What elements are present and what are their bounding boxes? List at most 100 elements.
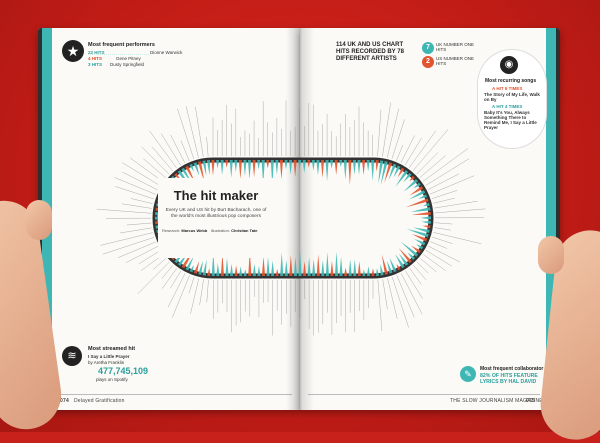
photo-scene: ★ Most frequent performers 22 HITS Dionn…: [0, 0, 600, 432]
song-line: [434, 201, 477, 208]
song-line: [409, 268, 421, 284]
song-line: [168, 273, 185, 307]
song-line: [434, 228, 451, 231]
hit-spike: [252, 160, 255, 177]
hit-spike: [358, 261, 361, 276]
hit-spike: [410, 207, 430, 212]
hit-spike: [404, 179, 418, 192]
right-thumb: [538, 236, 564, 274]
hit-spike: [257, 266, 260, 276]
song-line: [417, 152, 438, 174]
hit-spike: [412, 212, 431, 215]
hit-spike: [362, 160, 365, 175]
illustration-name: Christian Tate: [231, 228, 257, 233]
hit-spike: [423, 225, 431, 228]
research-label: Research:: [162, 228, 180, 233]
hit-spike: [285, 260, 288, 276]
hit-spike: [420, 216, 431, 219]
hit-spike: [248, 160, 251, 179]
hit-spike: [276, 269, 279, 276]
hit-spike: [326, 252, 329, 276]
hit-spike: [253, 264, 256, 276]
hit-spike: [266, 257, 269, 276]
song-line: [161, 134, 180, 166]
hit-spike: [207, 268, 210, 276]
hit-spike: [367, 266, 370, 276]
hit-spike: [307, 160, 310, 168]
song-line: [120, 228, 152, 233]
hit-spike: [325, 160, 328, 181]
hit-spike: [289, 160, 292, 175]
infographic-title: The hit maker: [158, 188, 274, 203]
hit-spike: [266, 160, 269, 168]
research-name: Marcus Webb: [181, 228, 207, 233]
hit-spike: [321, 160, 324, 178]
hit-spike: [308, 257, 311, 276]
hit-spike: [294, 257, 297, 276]
hit-spike: [344, 160, 347, 180]
hit-spike: [376, 268, 379, 276]
hit-spike: [312, 259, 315, 276]
infographic-subtitle: Every UK and US hit by Burt Bacharach, o…: [164, 208, 268, 220]
hit-spike: [367, 160, 370, 171]
hit-spike: [349, 259, 352, 276]
hit-spike: [275, 160, 278, 174]
song-line: [423, 254, 446, 270]
hit-spike: [225, 258, 228, 276]
hit-spike: [376, 160, 379, 171]
song-line: [378, 110, 381, 157]
hit-spike: [330, 261, 333, 276]
hit-spike: [262, 256, 265, 276]
song-line: [396, 145, 402, 161]
hit-spike: [289, 255, 292, 276]
song-line: [97, 209, 151, 213]
hit-spike: [280, 252, 283, 276]
hit-spike: [257, 160, 260, 170]
radial-infographic: [38, 28, 560, 410]
hit-spike: [280, 160, 283, 179]
hit-spike: [378, 160, 383, 183]
hit-spike: [298, 251, 301, 276]
hit-spike: [230, 264, 233, 276]
song-line: [409, 131, 436, 168]
song-line: [131, 198, 153, 203]
title-card: The hit maker Every UK and US hit by Bur…: [158, 178, 274, 258]
hit-spike: [371, 160, 374, 181]
song-line: [170, 271, 180, 288]
song-line: [189, 277, 194, 293]
song-line: [207, 137, 209, 156]
hit-spike: [353, 160, 356, 175]
hit-spike: [357, 160, 360, 175]
song-line: [413, 265, 426, 280]
song-line: [432, 237, 453, 244]
song-line: [426, 250, 452, 266]
hit-spike: [339, 257, 342, 276]
song-line: [122, 204, 152, 209]
song-line: [405, 271, 422, 299]
song-line: [392, 277, 408, 328]
left-thumb: [26, 200, 52, 240]
song-line: [153, 258, 166, 269]
song-line: [143, 159, 165, 178]
hit-spike: [330, 160, 333, 169]
song-line: [162, 268, 177, 288]
hit-spike: [243, 160, 246, 176]
hit-spike: [271, 261, 274, 276]
hit-spike: [382, 255, 388, 275]
song-line: [428, 246, 460, 262]
hit-spike: [344, 268, 347, 276]
song-line: [100, 233, 152, 246]
hit-spike: [405, 198, 428, 207]
song-line: [413, 129, 448, 170]
song-line: [405, 138, 421, 165]
song-line: [383, 279, 388, 309]
song-line: [207, 280, 209, 302]
song-line: [162, 265, 173, 278]
hit-spike: [221, 160, 224, 175]
hit-spike: [216, 263, 219, 276]
song-line: [430, 242, 447, 249]
hit-spike: [294, 160, 297, 177]
hit-spike: [380, 264, 383, 275]
hit-spike: [225, 160, 228, 168]
hit-spike: [211, 160, 214, 176]
